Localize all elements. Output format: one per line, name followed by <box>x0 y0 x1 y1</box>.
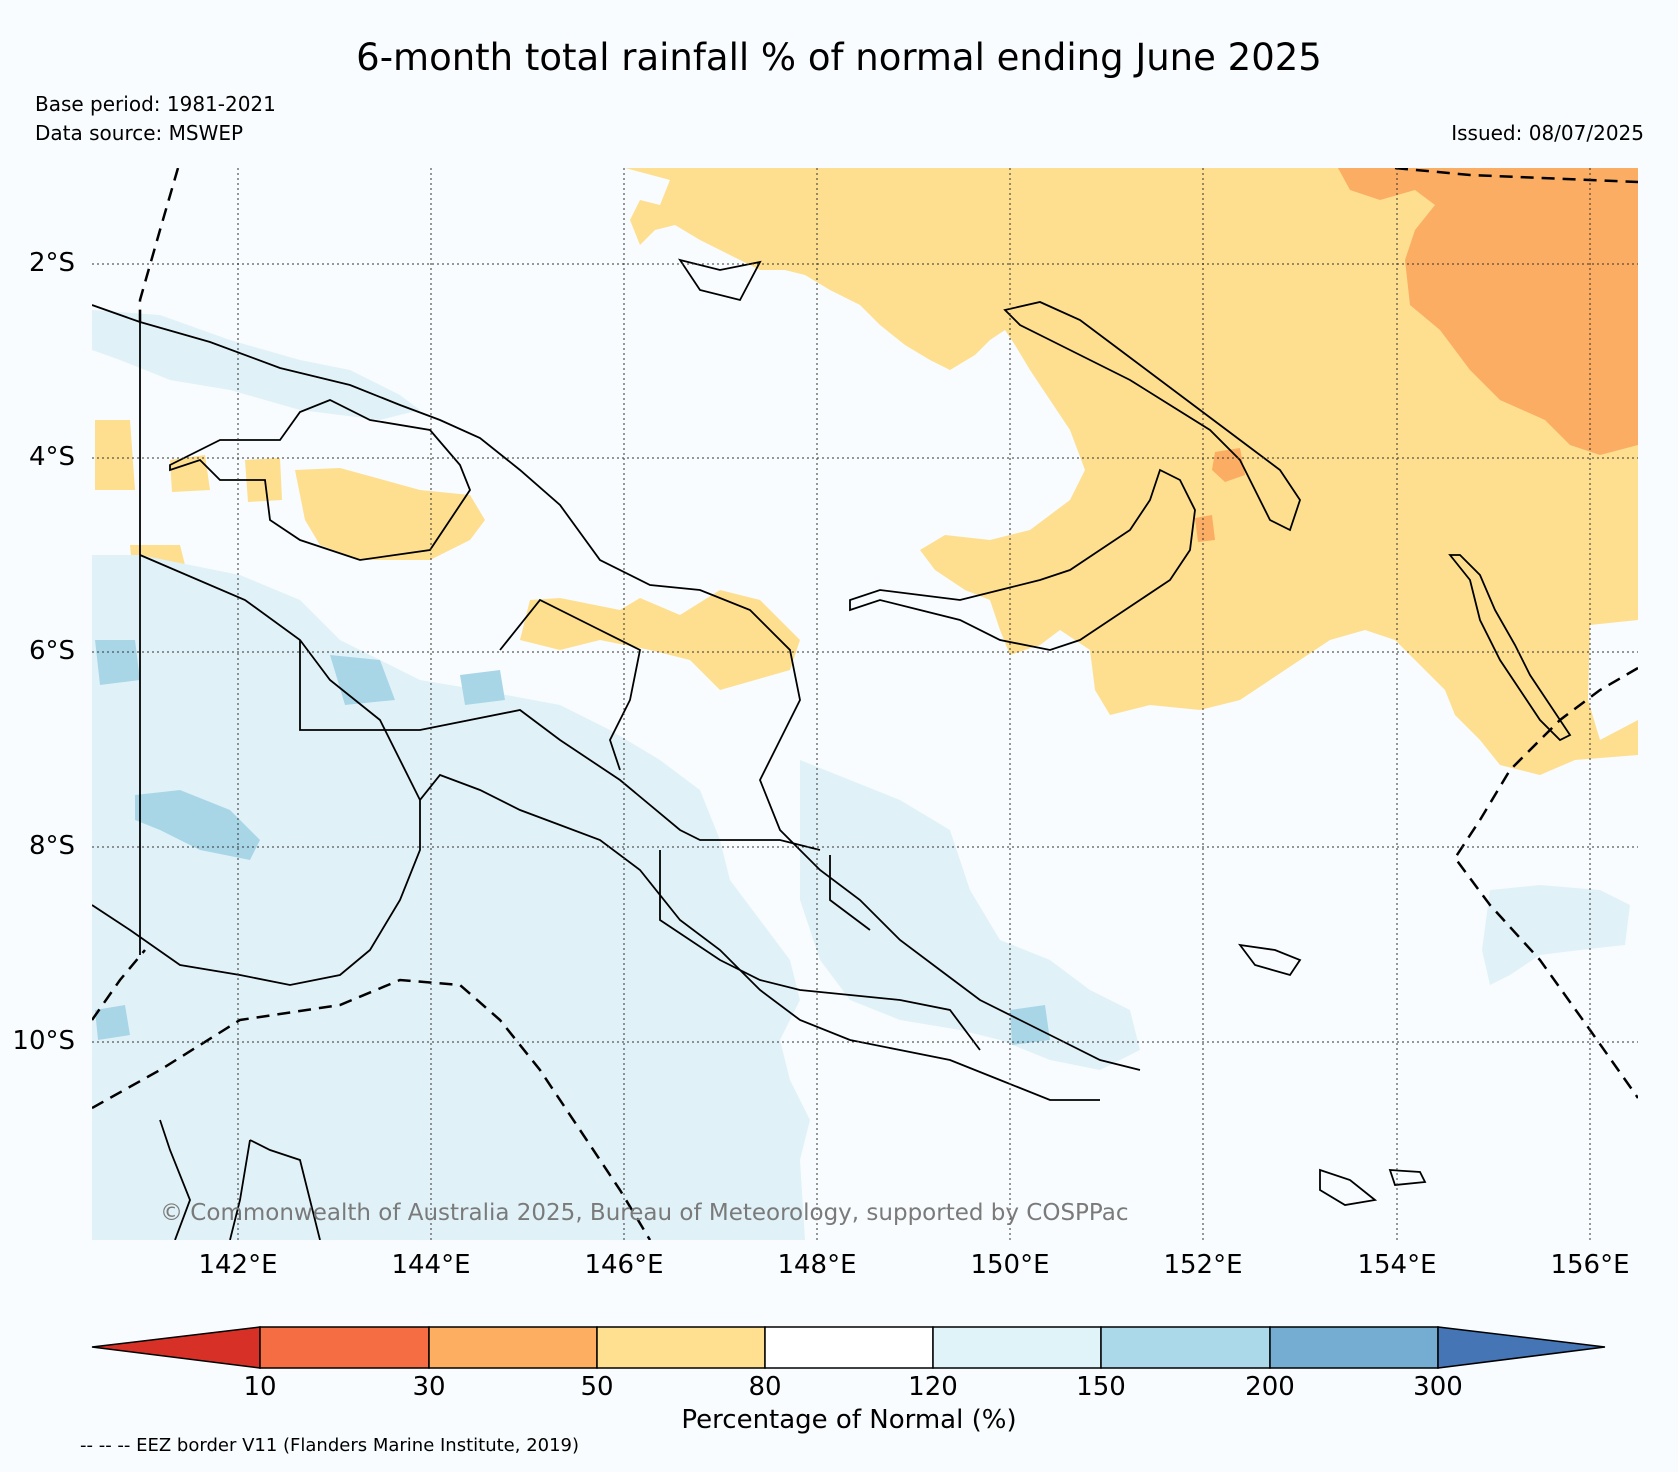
lon-label: 144°E <box>391 1250 471 1280</box>
wet-region-east <box>1482 885 1630 985</box>
lon-label: 142°E <box>198 1250 278 1280</box>
lat-label: 8°S <box>28 831 75 861</box>
colorbar-segment <box>259 1326 430 1369</box>
coastlines <box>92 258 1572 1240</box>
lat-label: 2°S <box>28 248 75 278</box>
colorbar-tick-label: 150 <box>1076 1372 1126 1402</box>
colorbar-extend-low <box>91 1326 261 1369</box>
data-source-note: Data source: MSWEP <box>35 121 244 145</box>
colorbar-segment <box>596 1326 766 1369</box>
map-title: 6-month total rainfall % of normal endin… <box>356 36 1322 79</box>
wet-patch-2 <box>135 790 260 860</box>
colorbar-title: Percentage of Normal (%) <box>681 1405 1017 1435</box>
colorbar-tick-label: 200 <box>1245 1372 1295 1402</box>
dry-patch-south-east <box>1508 665 1560 715</box>
lon-label: 156°E <box>1550 1250 1630 1280</box>
colorbar-segment <box>428 1326 598 1369</box>
lat-label: 10°S <box>12 1026 75 1056</box>
wet-region-central-south <box>800 760 1140 1070</box>
dry-patch-west-1 <box>295 468 485 560</box>
wet-region-northwest <box>92 310 420 420</box>
lat-label: 4°S <box>28 442 75 472</box>
colorbar-tick-label: 10 <box>243 1372 277 1402</box>
colorbar-segment <box>764 1326 934 1369</box>
wet-region-southwest <box>92 555 810 1240</box>
wet-patch-1 <box>95 640 140 685</box>
lon-label: 154°E <box>1357 1250 1437 1280</box>
dry-spot-2 <box>1195 515 1215 542</box>
dry-region-northeast <box>625 168 1638 775</box>
wet-patch-6 <box>95 1005 130 1040</box>
issued-date: Issued: 08/07/2025 <box>1451 121 1644 145</box>
dry-patch-west-3 <box>170 455 210 492</box>
colorbar-tick-label: 120 <box>908 1372 958 1402</box>
lon-label: 146°E <box>584 1250 664 1280</box>
wet-patch-4 <box>460 670 505 705</box>
dry-patch-highlands <box>520 590 800 690</box>
colorbar-segment <box>1269 1326 1439 1369</box>
colorbar-segment <box>932 1326 1102 1369</box>
lat-label: 6°S <box>28 636 75 666</box>
lon-label: 152°E <box>1163 1250 1243 1280</box>
colorbar <box>91 1326 1606 1369</box>
dry-region-far-northeast <box>1338 168 1638 455</box>
eez-borders <box>92 168 1638 1240</box>
lon-label: 150°E <box>970 1250 1050 1280</box>
graticule <box>92 168 1638 1240</box>
eez-border-note: -- -- -- EEZ border V11 (Flanders Marine… <box>80 1435 580 1456</box>
colorbar-tick-label: 300 <box>1413 1372 1463 1402</box>
base-period-note: Base period: 1981-2021 <box>35 92 276 116</box>
colorbar-tick-label: 30 <box>412 1372 446 1402</box>
colorbar-extend-high <box>1437 1326 1606 1369</box>
colorbar-segment <box>1100 1326 1271 1369</box>
dry-patch-west-2 <box>95 420 135 490</box>
colorbar-tick-label: 80 <box>748 1372 782 1402</box>
colorbar-tick-label: 50 <box>580 1372 614 1402</box>
lon-label: 148°E <box>777 1250 857 1280</box>
copyright-notice: © Commonwealth of Australia 2025, Bureau… <box>160 1200 1129 1226</box>
